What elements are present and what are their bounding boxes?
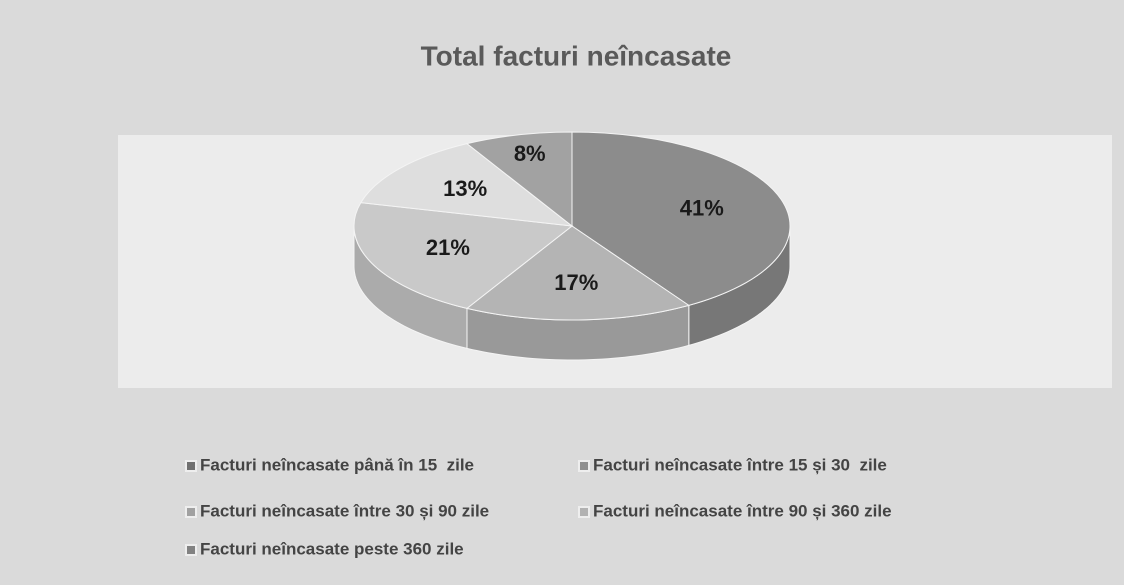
chart-title: Total facturi neîncasate xyxy=(421,40,732,71)
data-label: 21% xyxy=(426,235,470,260)
legend-label: Facturi neîncasate între 15 și 30 zile xyxy=(593,455,887,474)
pie-slice xyxy=(353,202,574,309)
legend-swatch xyxy=(185,460,197,472)
data-label: 13% xyxy=(443,176,487,201)
legend-swatch xyxy=(578,460,590,472)
pie-slice xyxy=(360,143,574,227)
data-label: 8% xyxy=(514,141,546,166)
legend-swatch xyxy=(185,506,197,518)
legend-label: Facturi neîncasate peste 360 zile xyxy=(200,539,464,558)
data-label: 17% xyxy=(554,270,598,295)
legend-swatch xyxy=(578,506,590,518)
pie-slice xyxy=(465,131,573,228)
pie-slice xyxy=(571,131,791,306)
data-label: 41% xyxy=(680,196,724,221)
legend-label: Facturi neîncasate între 90 și 360 zile xyxy=(593,501,892,520)
legend-label: Facturi neîncasate până în 15 zile xyxy=(200,455,474,474)
legend-label: Facturi neîncasate între 30 și 90 zile xyxy=(200,501,489,520)
pie-slice xyxy=(465,225,690,321)
legend-swatch xyxy=(185,544,197,556)
